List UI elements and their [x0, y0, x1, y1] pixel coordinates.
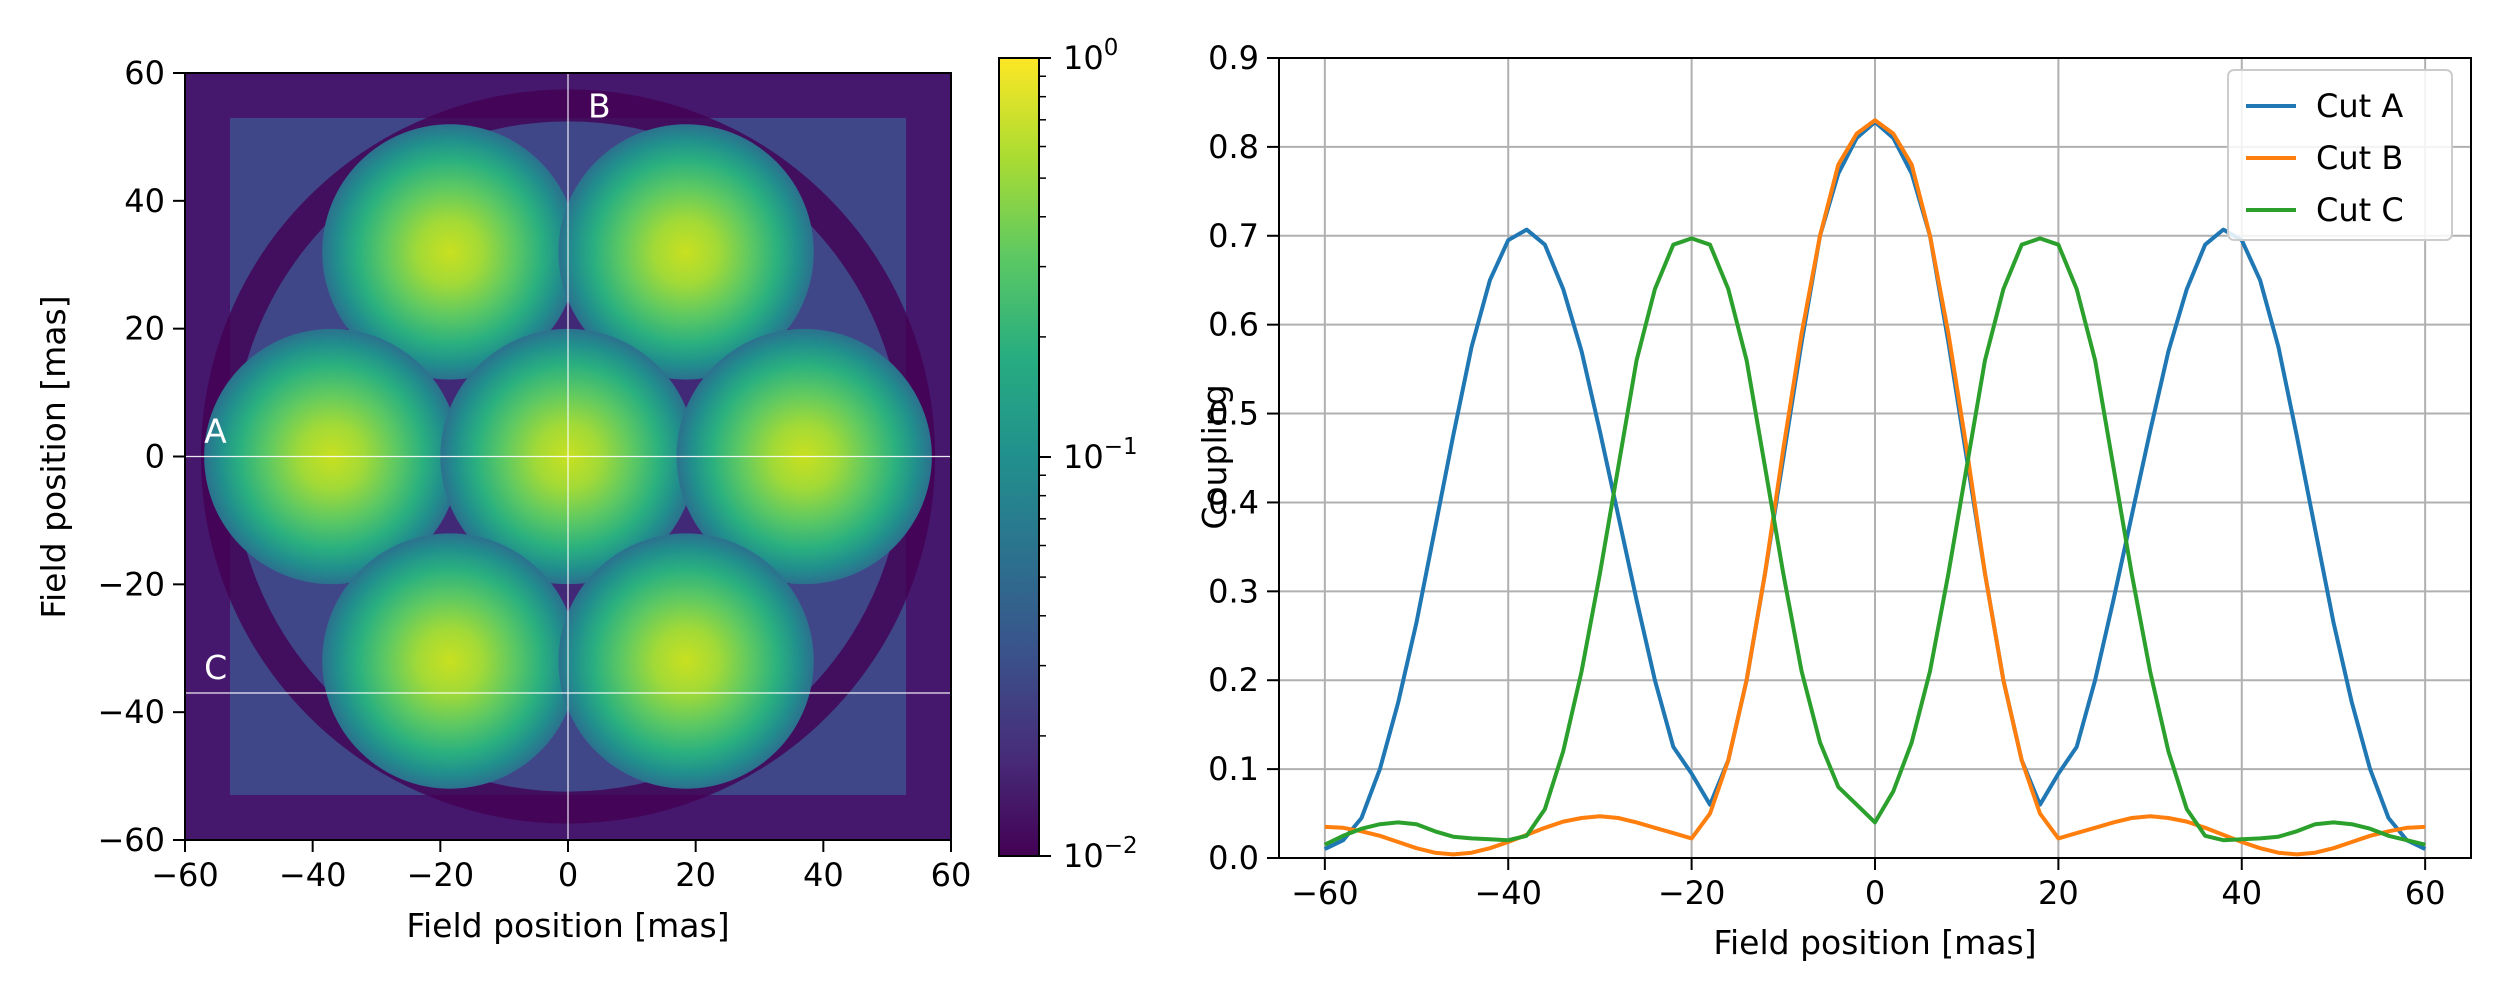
- cut-label-b: B: [588, 87, 611, 126]
- heatmap-y-tick-label: −60: [97, 821, 165, 859]
- heatmap-y-tick-label: 0: [145, 438, 165, 476]
- heatmap-y-tick-label: 40: [124, 182, 165, 220]
- heatmap-spot: [322, 124, 578, 380]
- heatmap-panel: A B C −60 −40 −20 0 20 40 60 −60 −40 −20 0 20 40 60 Fie…: [34, 54, 971, 945]
- colorbar-tick-label: 10−1: [1063, 434, 1138, 476]
- legend-items: Cut A Cut B Cut C: [2246, 87, 2404, 229]
- line-y-tick-label: 0.0: [1208, 839, 1259, 877]
- heatmap-y-tick-label: 20: [124, 310, 165, 348]
- line-y-tick-label: 0.8: [1208, 128, 1259, 166]
- line-panel: −60 −40 −20 0 20 40 60 0.0 0.1 0.2 0.3 0.4 0.5 0.6 0.7…: [1195, 39, 2472, 962]
- colorbar-gradient: [998, 57, 1040, 857]
- line-y-tick-label: 0.3: [1208, 572, 1259, 610]
- colorbar-tick-label: 10−2: [1063, 833, 1138, 875]
- heatmap-cut-lines: A B C: [185, 73, 951, 840]
- cut-label-a: A: [204, 412, 227, 451]
- heatmap-x-tick-label: −20: [407, 856, 475, 894]
- line-y-tick-label: 0.9: [1208, 39, 1259, 77]
- line-x-tick-label: 60: [2405, 874, 2446, 912]
- heatmap-spot: [558, 533, 814, 789]
- heatmap-y-tick-label: −40: [97, 693, 165, 731]
- legend-label-cut-a: Cut A: [2316, 87, 2403, 125]
- heatmap-xlabel: Field position [mas]: [406, 906, 729, 945]
- heatmap-y-tick-label: 60: [124, 54, 165, 92]
- heatmap-x-tick-label: 60: [931, 856, 972, 894]
- line-y-tick-label: 0.4: [1208, 483, 1259, 521]
- line-x-tick-label: −40: [1474, 874, 1542, 912]
- colorbar-ticks: 100 10−1 10−2: [1039, 35, 1138, 875]
- legend-label-cut-b: Cut B: [2316, 139, 2403, 177]
- line-x-tick-label: −20: [1658, 874, 1726, 912]
- line-y-tick-label: 0.1: [1208, 750, 1259, 788]
- colorbar-tick-label: 100: [1063, 35, 1118, 77]
- line-axes: −60 −40 −20 0 20 40 60 0.0 0.1 0.2 0.3 0.4 0.5 0.6 0.7…: [1208, 39, 2445, 912]
- heatmap-x-tick-label: −60: [151, 856, 219, 894]
- legend-box: [2227, 69, 2453, 241]
- line-y-tick-label: 0.2: [1208, 661, 1259, 699]
- line-x-tick-label: 40: [2221, 874, 2262, 912]
- line-y-tick-label: 0.7: [1208, 217, 1259, 255]
- heatmap-x-tick-label: 20: [675, 856, 716, 894]
- line-y-tick-label: 0.5: [1208, 395, 1259, 433]
- heatmap-y-tick-label: −20: [97, 565, 165, 603]
- line-x-tick-label: 0: [1865, 874, 1885, 912]
- line-x-tick-label: 20: [2038, 874, 2079, 912]
- line-xlabel: Field position [mas]: [1713, 923, 2036, 962]
- heatmap-spot: [558, 124, 814, 380]
- line-y-tick-label: 0.6: [1208, 306, 1259, 344]
- heatmap-x-tick-label: 0: [558, 856, 578, 894]
- line-ylabel: Coupling: [1195, 384, 1234, 529]
- colorbar: 100 10−1 10−2: [998, 35, 1138, 875]
- series-line-cut-c: [1323, 236, 2426, 847]
- heatmap-spot: [322, 533, 578, 789]
- legend: Cut A Cut B Cut C: [2227, 69, 2453, 241]
- legend-label-cut-c: Cut C: [2316, 191, 2404, 229]
- cut-label-c: C: [204, 648, 227, 687]
- heatmap-axes: −60 −40 −20 0 20 40 60 −60 −40 −20 0 20 40 60: [97, 54, 971, 894]
- line-x-tick-label: −60: [1291, 874, 1359, 912]
- heatmap-x-tick-label: 40: [803, 856, 844, 894]
- heatmap-ylabel: Field position [mas]: [34, 295, 73, 618]
- heatmap-x-tick-label: −40: [279, 856, 347, 894]
